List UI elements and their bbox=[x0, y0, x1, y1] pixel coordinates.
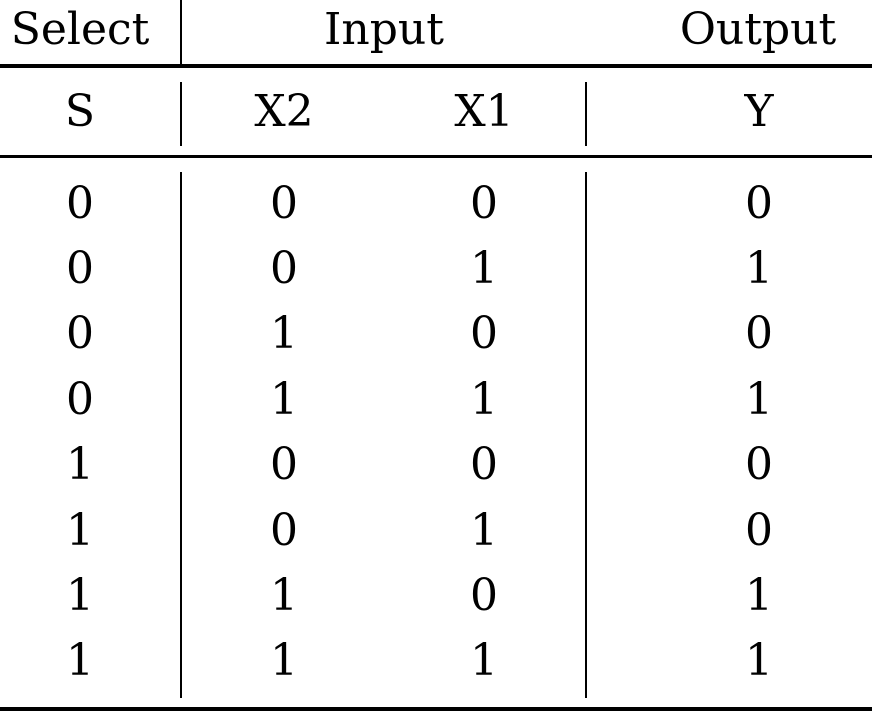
column-header-y: Y bbox=[744, 86, 774, 137]
table-cell-r7-x1: 1 bbox=[470, 635, 498, 686]
table-cell-r7-s: 1 bbox=[66, 635, 94, 686]
table-cell-r6-s: 1 bbox=[66, 570, 94, 621]
table-cell-r2-x1: 0 bbox=[470, 308, 498, 359]
table-cell-r6-x1: 0 bbox=[470, 570, 498, 621]
table-cell-r3-s: 0 bbox=[66, 374, 94, 425]
table-cell-r5-s: 1 bbox=[66, 505, 94, 556]
table-cell-r6-x2: 1 bbox=[270, 570, 298, 621]
table-cell-r3-x2: 1 bbox=[270, 374, 298, 425]
table-cell-r0-s: 0 bbox=[66, 178, 94, 229]
table-cell-r1-y: 1 bbox=[745, 243, 773, 294]
select-divider-column-header bbox=[180, 82, 182, 146]
table-cell-r5-x1: 1 bbox=[470, 505, 498, 556]
column-header-rule bbox=[0, 155, 872, 158]
table-cell-r2-x2: 1 bbox=[270, 308, 298, 359]
table-cell-r6-y: 1 bbox=[745, 570, 773, 621]
table-cell-r5-x2: 0 bbox=[270, 505, 298, 556]
table-cell-r1-x1: 1 bbox=[470, 243, 498, 294]
table-cell-r7-x2: 1 bbox=[270, 635, 298, 686]
table-cell-r0-x1: 0 bbox=[470, 178, 498, 229]
column-header-s: S bbox=[64, 86, 96, 137]
group-header-output: Output bbox=[679, 4, 837, 55]
table-cell-r3-x1: 1 bbox=[470, 374, 498, 425]
column-header-x2: X2 bbox=[254, 86, 314, 137]
table-cell-r2-y: 0 bbox=[745, 308, 773, 359]
bottom-rule bbox=[0, 707, 872, 711]
table-cell-r4-y: 0 bbox=[745, 439, 773, 490]
select-divider-group-header bbox=[180, 0, 182, 64]
table-cell-r3-y: 1 bbox=[745, 374, 773, 425]
table-cell-r4-x1: 0 bbox=[470, 439, 498, 490]
table-cell-r1-x2: 0 bbox=[270, 243, 298, 294]
table-cell-r0-y: 0 bbox=[745, 178, 773, 229]
table-cell-r5-y: 0 bbox=[745, 505, 773, 556]
table-cell-r4-s: 1 bbox=[66, 439, 94, 490]
table-cell-r1-s: 0 bbox=[66, 243, 94, 294]
header-rule bbox=[0, 64, 872, 68]
output-divider-body bbox=[585, 172, 587, 698]
table-cell-r4-x2: 0 bbox=[270, 439, 298, 490]
group-header-input: Input bbox=[324, 4, 444, 55]
group-header-select: Select bbox=[10, 4, 150, 55]
output-divider-column-header bbox=[585, 82, 587, 146]
column-header-x1: X1 bbox=[454, 86, 514, 137]
select-divider-body bbox=[180, 172, 182, 698]
table-cell-r7-y: 1 bbox=[745, 635, 773, 686]
table-cell-r0-x2: 0 bbox=[270, 178, 298, 229]
table-cell-r2-s: 0 bbox=[66, 308, 94, 359]
